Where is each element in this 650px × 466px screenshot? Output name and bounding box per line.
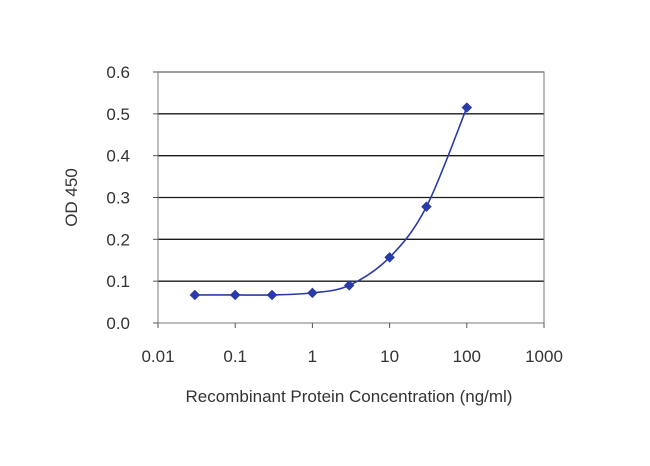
data-point-marker — [421, 201, 432, 213]
data-point-marker — [189, 289, 201, 301]
y-tick-label: 0.2 — [106, 230, 130, 249]
data-point-marker — [343, 279, 355, 291]
x-tick-label: 1000 — [525, 347, 563, 366]
x-axis-title: Recombinant Protein Concentration (ng/ml… — [186, 387, 513, 406]
data-point-marker — [266, 289, 278, 301]
x-tick-label: 100 — [453, 347, 481, 366]
data-series — [189, 102, 473, 301]
y-axis-title: OD 450 — [62, 168, 81, 227]
data-point-marker — [384, 251, 395, 263]
y-tick-label: 0.3 — [106, 189, 130, 208]
series-line — [194, 107, 468, 296]
data-point-marker — [461, 102, 473, 113]
x-axis-tick-labels: 0.01 0.1 1 10 100 1000 — [141, 347, 562, 366]
y-tick-label: 0.6 — [106, 63, 130, 82]
y-axis-tick-labels: 0.0 0.1 0.2 0.3 0.4 0.5 0.6 — [106, 63, 130, 333]
x-tick-label: 0.1 — [223, 347, 247, 366]
y-tick-label: 0.5 — [106, 105, 130, 124]
data-point-marker — [307, 287, 318, 299]
y-tick-label: 0.1 — [106, 272, 130, 291]
x-tick-label: 1 — [308, 347, 317, 366]
x-tick-label: 0.01 — [141, 347, 174, 366]
y-tick-label: 0.4 — [106, 147, 130, 166]
axes — [153, 71, 545, 328]
y-tick-label: 0.0 — [106, 314, 130, 333]
grid-lines — [158, 71, 544, 282]
x-tick-label: 10 — [380, 347, 399, 366]
data-point-marker — [229, 289, 241, 301]
